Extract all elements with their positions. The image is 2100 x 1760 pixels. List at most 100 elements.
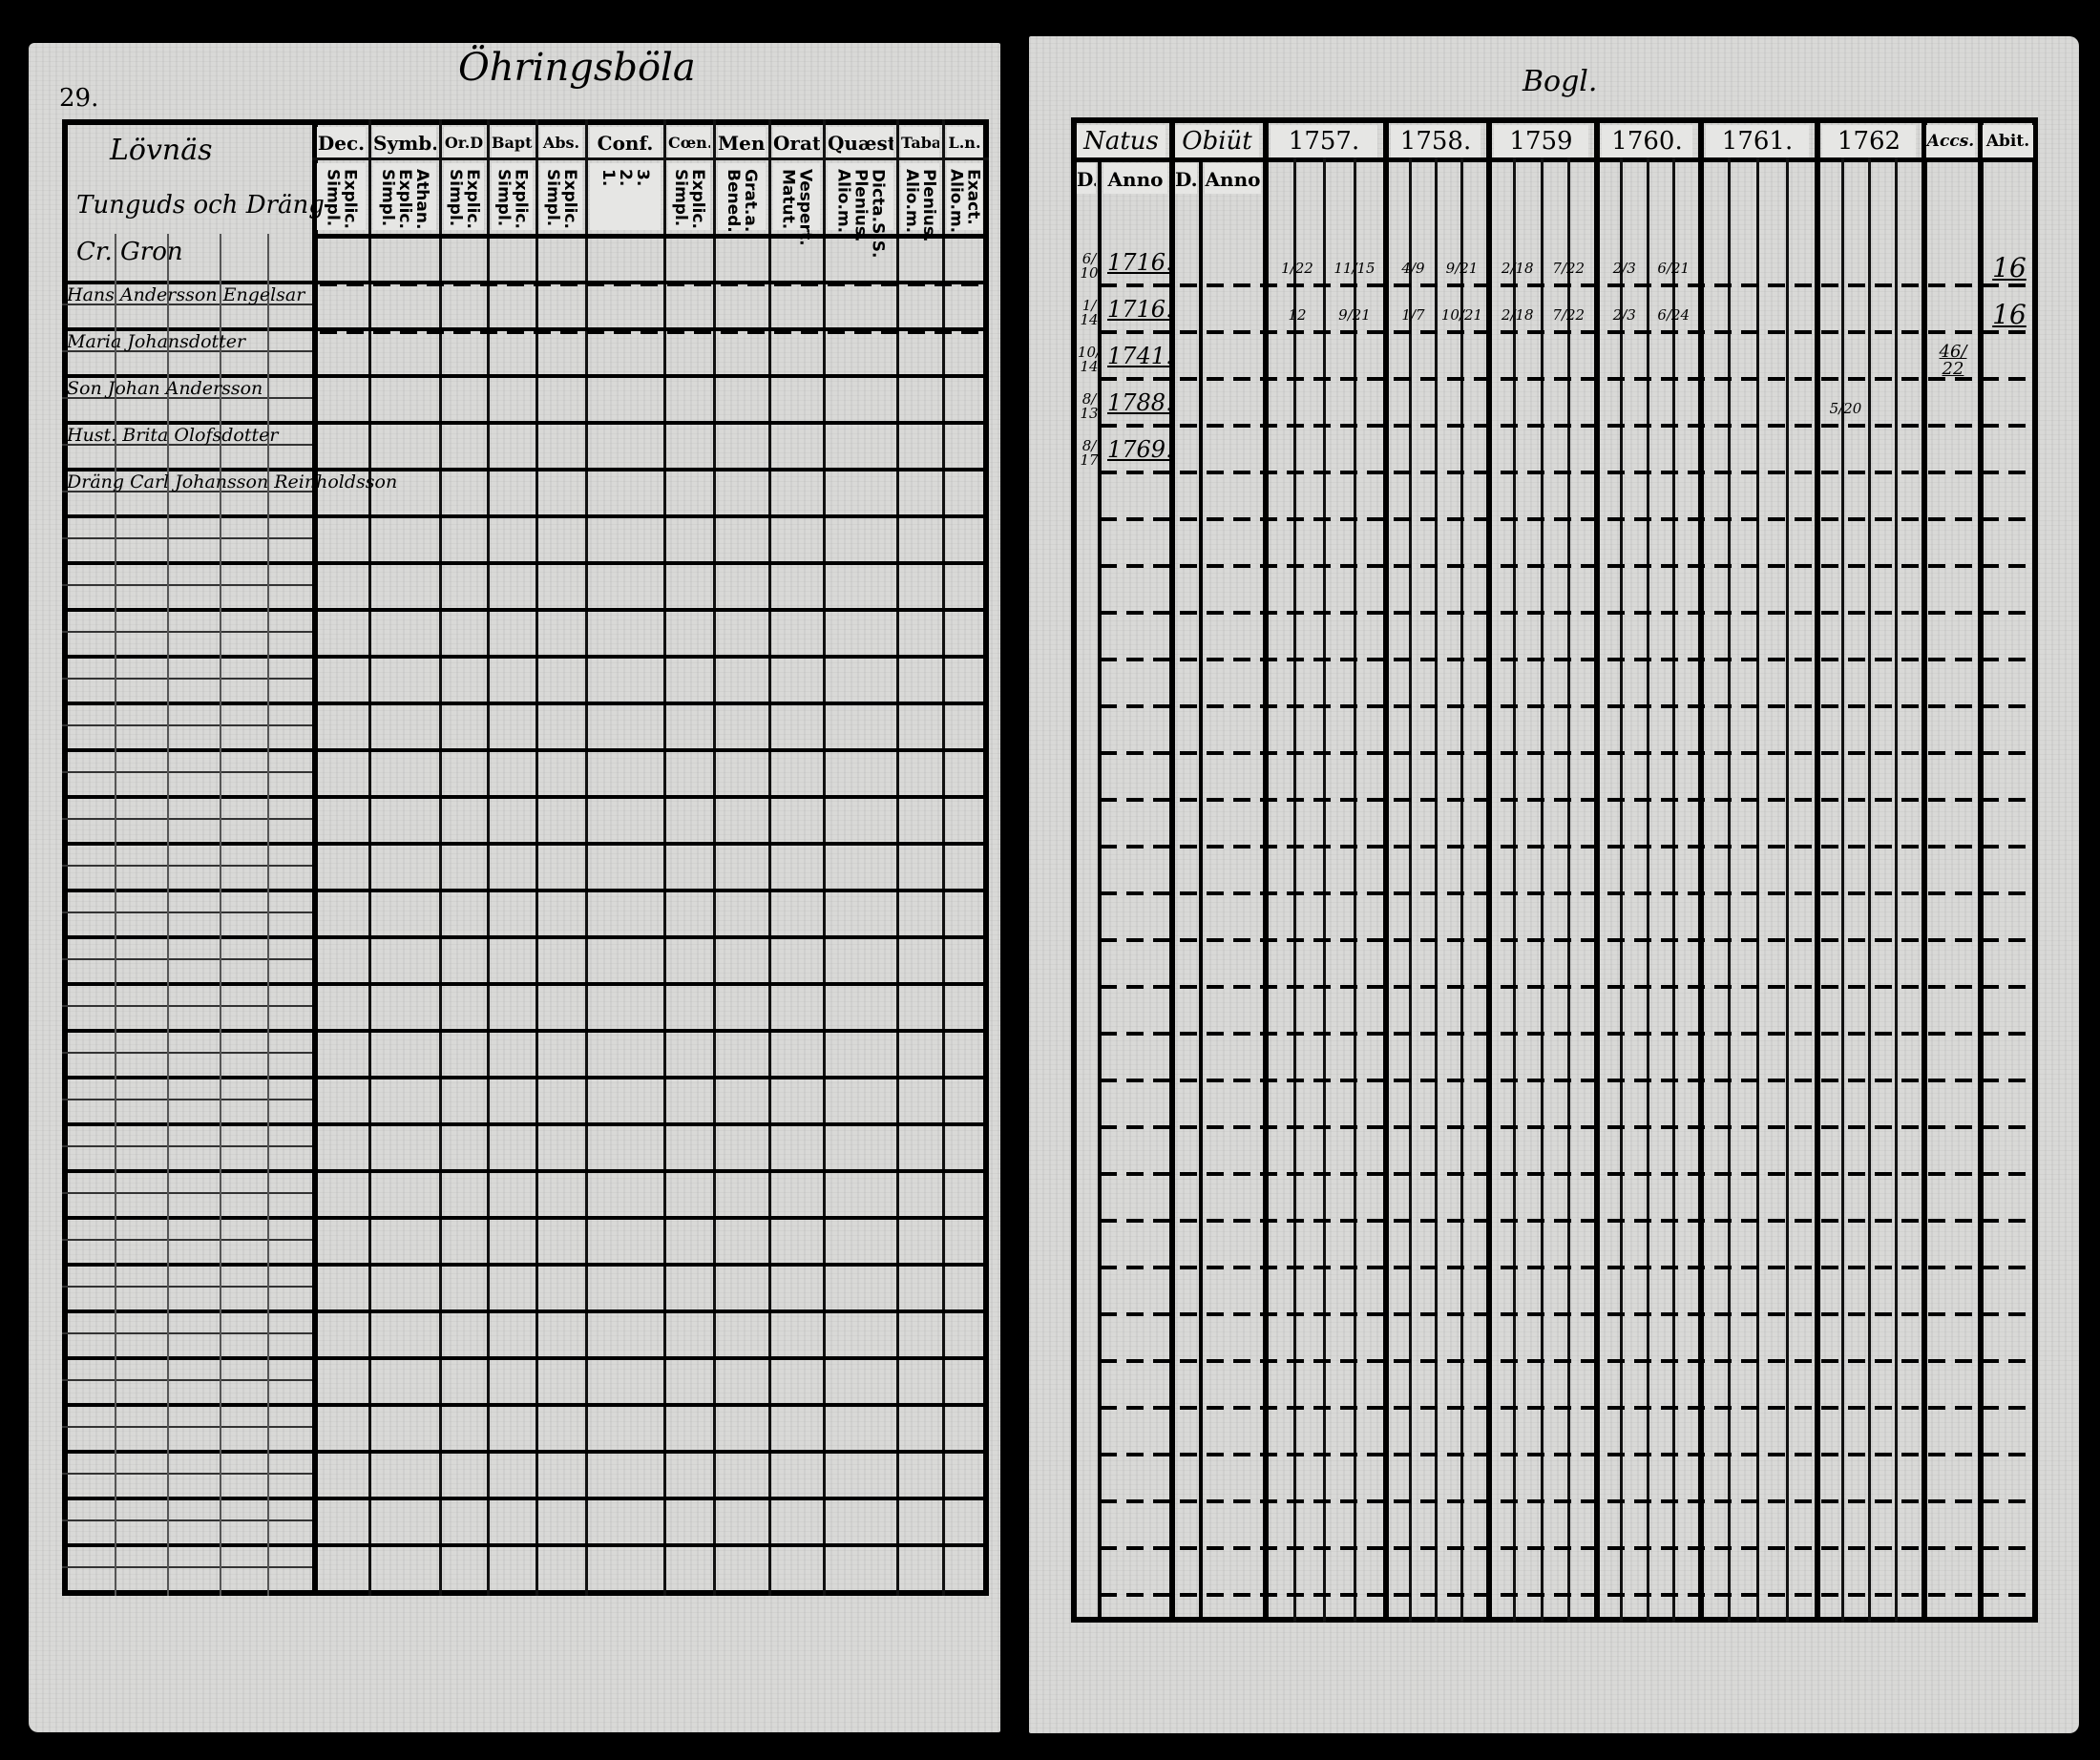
right-page-title: Bogl. — [1522, 65, 1598, 98]
column-divider — [896, 119, 899, 1596]
year-subcolumn — [1353, 157, 1356, 1623]
row-line — [62, 842, 312, 846]
row-line — [312, 1543, 989, 1547]
year-mark: 2/18 — [1501, 306, 1534, 324]
row-subline — [62, 491, 312, 492]
row-line — [1100, 1359, 2032, 1363]
column-header: Or.D — [444, 127, 484, 157]
name-entry: Maria Johansdotter — [67, 331, 246, 352]
row-line — [1100, 1079, 2032, 1082]
row-subline — [62, 1332, 312, 1334]
column-subheader: Vespert. Matut. — [773, 163, 820, 246]
row-line — [62, 1169, 312, 1173]
year-subcolumn — [1620, 157, 1624, 1623]
column-header: Quæst. — [828, 127, 893, 157]
column-divider — [1815, 117, 1820, 1623]
row-line — [312, 1356, 989, 1360]
year-subcolumn — [1756, 157, 1759, 1623]
year-mark: 10/21 — [1440, 306, 1483, 324]
row-line — [312, 889, 989, 892]
row-line — [62, 1403, 312, 1407]
row-line — [1100, 424, 2032, 428]
year-subcolumn — [1868, 157, 1871, 1623]
column-header: Bapt. — [492, 127, 533, 157]
column-header: Taba — [901, 127, 939, 157]
row-subline — [62, 1099, 312, 1100]
row-subline — [62, 771, 312, 773]
birth-day: 1/14 — [1080, 297, 1099, 328]
row-line — [312, 608, 989, 612]
year-subcolumn — [1513, 157, 1517, 1623]
left-page-title: Öhringsböla — [458, 46, 696, 90]
year-mark: 9/21 — [1445, 260, 1479, 277]
year-mark: 1/7 — [1401, 306, 1425, 324]
row-subline — [62, 724, 312, 726]
row-subline — [62, 304, 312, 305]
row-line — [62, 1216, 312, 1220]
birth-year: 1716. — [1107, 296, 1173, 323]
column-subheader: Explic. Simpl. — [668, 163, 710, 230]
column-divider — [585, 119, 588, 1596]
row-subline — [62, 678, 312, 680]
table-border — [1071, 117, 2038, 1623]
row-line — [62, 1450, 312, 1454]
year-mark: 1/22 — [1281, 260, 1313, 277]
row-line — [1100, 611, 2032, 615]
column-divider — [1486, 117, 1492, 1623]
row-line — [1100, 1172, 2032, 1176]
birth-day: 8/17 — [1080, 437, 1099, 469]
row-subline — [62, 584, 312, 586]
column-divider — [942, 119, 945, 1596]
row-line — [1100, 985, 2032, 989]
row-line — [62, 702, 312, 705]
row-line — [1100, 938, 2032, 942]
row-line — [1100, 704, 2032, 708]
column-subheader: 3. 2. 1. — [590, 163, 661, 230]
column-divider — [1383, 117, 1389, 1623]
year-mark: 12 — [1288, 306, 1307, 324]
birth-year: 1769. — [1107, 436, 1173, 463]
name-entry: Cr. Gron — [76, 238, 183, 266]
row-line — [312, 795, 989, 799]
column-header-year: 1760. — [1602, 125, 1692, 157]
row-line — [312, 655, 989, 659]
name-entry: Hust. Brita Olofsdotter — [67, 425, 279, 446]
row-line — [62, 468, 312, 471]
row-line — [1100, 751, 2032, 755]
year-mark: 2/3 — [1612, 260, 1636, 277]
column-subheader: Explic. Simpl. — [444, 163, 484, 230]
year-mark: 7/22 — [1552, 260, 1586, 277]
column-subheader: Explic. Simpl. — [540, 163, 582, 230]
entry-dash-marks — [320, 330, 981, 334]
year-mark: 9/21 — [1338, 306, 1371, 324]
column-divider — [713, 119, 716, 1596]
column-divider — [1098, 157, 1102, 1623]
row-subline — [62, 1379, 312, 1381]
column-subheader: Grat.a. Bened. — [718, 163, 766, 233]
row-line — [1100, 471, 2032, 474]
row-line — [312, 1169, 989, 1173]
entry-dash-marks — [320, 283, 981, 286]
row-subline — [62, 1192, 312, 1194]
row-line — [62, 795, 312, 799]
column-divider — [1263, 157, 1267, 1623]
column-header-year: 1757. — [1270, 125, 1377, 157]
year-subcolumn — [1646, 157, 1649, 1623]
column-divider — [368, 119, 371, 1596]
row-line — [1100, 330, 2032, 334]
row-line — [312, 421, 989, 425]
column-subheader: Explic. Simpl. — [492, 163, 533, 230]
year-subcolumn — [1460, 157, 1463, 1623]
row-line — [62, 1029, 312, 1033]
year-subcolumn — [1895, 157, 1898, 1623]
row-line — [312, 1263, 989, 1267]
row-line — [312, 561, 989, 565]
row-line — [312, 935, 989, 939]
year-mark: 6/24 — [1657, 306, 1690, 324]
row-line — [312, 1076, 989, 1079]
header-divider — [312, 157, 989, 160]
column-divider — [823, 119, 826, 1596]
row-line — [62, 608, 312, 612]
row-line — [312, 514, 989, 518]
column-header-year: 1762 — [1822, 125, 1916, 157]
